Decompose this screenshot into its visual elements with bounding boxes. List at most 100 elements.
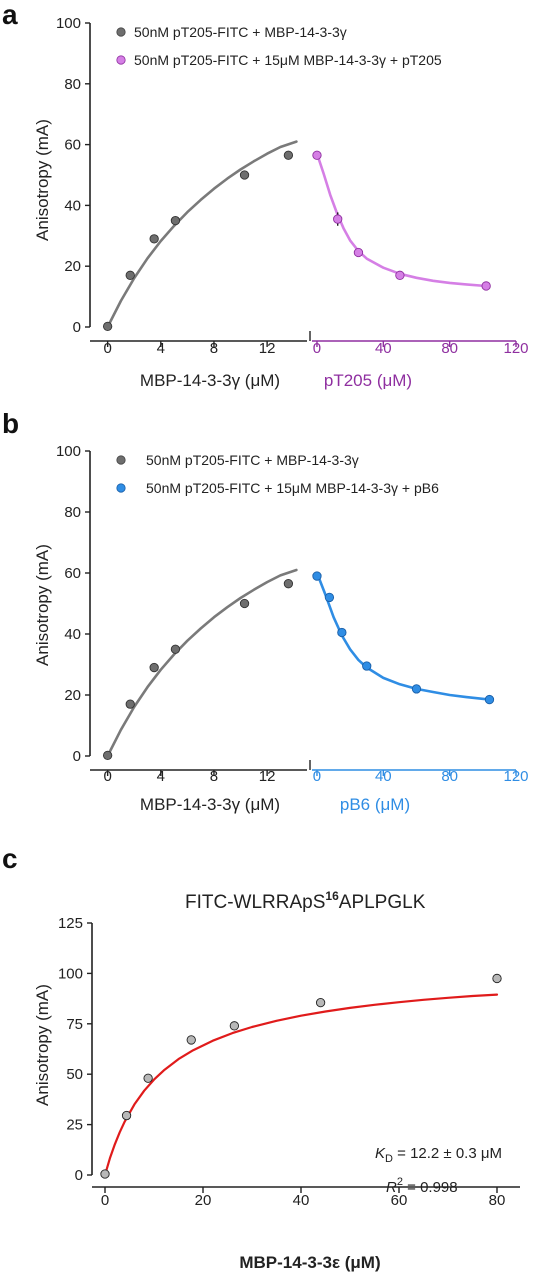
x-axis-label-right: pT205 (μM)	[324, 371, 412, 390]
y-tick-label: 0	[73, 748, 81, 765]
legend-label: 50nM pT205-FITC + MBP-14-3-3γ	[134, 24, 347, 40]
x-axis-label-left: MBP-14-3-3γ (μM)	[140, 371, 280, 390]
data-point	[125, 270, 135, 280]
panel-label-b: b	[2, 408, 19, 439]
fit-curve	[106, 568, 298, 758]
data-points	[102, 150, 491, 332]
data-point	[170, 644, 181, 654]
x-tick-label: 12	[259, 340, 276, 357]
legend-marker-purple	[116, 55, 126, 65]
x-tick-label: 40	[375, 340, 392, 357]
data-point	[312, 150, 322, 160]
axes	[85, 450, 517, 776]
x-tick-label: 0	[313, 340, 321, 357]
y-tick-label: 0	[73, 319, 81, 336]
data-point	[149, 234, 159, 244]
y-axis-label: Anisotropy (mA)	[33, 984, 52, 1106]
data-point	[484, 694, 495, 705]
y-tick-label: 25	[66, 1117, 83, 1134]
x-tick-label: 8	[210, 340, 218, 357]
fit-curves	[106, 568, 491, 758]
fit-curve	[106, 140, 298, 329]
x-tick-label: 8	[210, 768, 218, 785]
x-axis-label: MBP-14-3-3ε (μM)	[239, 1253, 380, 1272]
y-tick-label: 20	[64, 258, 81, 275]
panel-c: c FITC-WLRRApS16APLPGLK Anisotropy (mA) …	[2, 843, 520, 1272]
data-point	[229, 1021, 240, 1031]
data-points	[100, 973, 502, 1179]
x-tick-label: 0	[103, 768, 111, 785]
data-point	[362, 661, 372, 671]
y-tick-label: 60	[64, 565, 81, 582]
data-point	[315, 997, 326, 1008]
data-point	[170, 215, 181, 226]
y-tick-label: 100	[56, 15, 81, 32]
x-tick-label: 4	[157, 340, 165, 357]
y-tick-label: 80	[64, 76, 81, 93]
x-tick-label: 60	[391, 1192, 408, 1209]
data-point	[337, 627, 347, 638]
legend: 50nM pT205-FITC + MBP-14-3-3γ 50nM pT205…	[116, 452, 439, 496]
fit-curves	[106, 140, 488, 329]
y-tick-label: 100	[56, 443, 81, 460]
x-axis-label-right: pB6 (μM)	[340, 795, 410, 814]
data-point	[353, 247, 364, 258]
data-point	[100, 1169, 110, 1179]
x-tick-label: 0	[101, 1192, 109, 1209]
data-point	[312, 571, 322, 581]
data-point	[143, 1073, 153, 1083]
chart-title: FITC-WLRRApS16APLPGLK	[185, 889, 426, 913]
x-axis-label-left: MBP-14-3-3γ (μM)	[140, 795, 280, 814]
legend: 50nM pT205-FITC + MBP-14-3-3γ 50nM pT205…	[116, 24, 442, 68]
x-tick-label: 120	[503, 768, 528, 785]
fit-curve	[103, 993, 499, 1177]
x-tick-label: 12	[259, 768, 276, 785]
fit-curve	[315, 152, 488, 288]
data-point	[239, 598, 250, 609]
x-tick-label: 0	[103, 340, 111, 357]
data-point	[125, 699, 135, 709]
fit-curves	[103, 993, 499, 1177]
y-tick-label: 20	[64, 687, 81, 704]
data-point	[102, 321, 113, 332]
data-point	[121, 1110, 132, 1121]
data-point	[239, 170, 250, 180]
data-point	[481, 281, 491, 291]
x-tick-label: 40	[293, 1192, 310, 1209]
data-point	[186, 1035, 196, 1045]
x-tick-label: 40	[375, 768, 392, 785]
tick-labels: 0 25 50 75 100 125 0 20 40 60 80	[58, 915, 505, 1209]
data-point	[324, 592, 335, 603]
y-axis-label: Anisotropy (mA)	[33, 544, 52, 666]
r2-annotation: R2 = 0.998	[386, 1176, 458, 1196]
axes	[85, 22, 517, 347]
legend-marker-gray	[116, 455, 126, 465]
y-tick-label: 75	[66, 1016, 83, 1033]
data-point	[283, 150, 294, 160]
axes	[87, 922, 520, 1193]
legend-label: 50nM pT205-FITC + 15μM MBP-14-3-3γ + pB6	[146, 480, 439, 496]
y-tick-label: 0	[75, 1167, 83, 1184]
y-tick-label: 40	[64, 626, 81, 643]
x-tick-label: 80	[489, 1192, 506, 1209]
panel-label-a: a	[2, 0, 18, 30]
x-tick-label: 0	[313, 768, 321, 785]
legend-marker-blue	[116, 483, 126, 493]
x-tick-label: 4	[157, 768, 165, 785]
x-tick-label: 120	[503, 340, 528, 357]
legend-label: 50nM pT205-FITC + MBP-14-3-3γ	[146, 452, 359, 468]
data-point	[333, 214, 343, 224]
x-tick-label: 20	[195, 1192, 212, 1209]
legend-marker-gray	[116, 27, 126, 37]
data-point	[283, 579, 294, 589]
x-tick-label: 80	[441, 340, 458, 357]
data-point	[411, 684, 422, 694]
data-point	[492, 973, 502, 984]
panel-label-c: c	[2, 843, 18, 874]
kd-annotation: KD = 12.2 ± 0.3 μM	[375, 1145, 502, 1165]
